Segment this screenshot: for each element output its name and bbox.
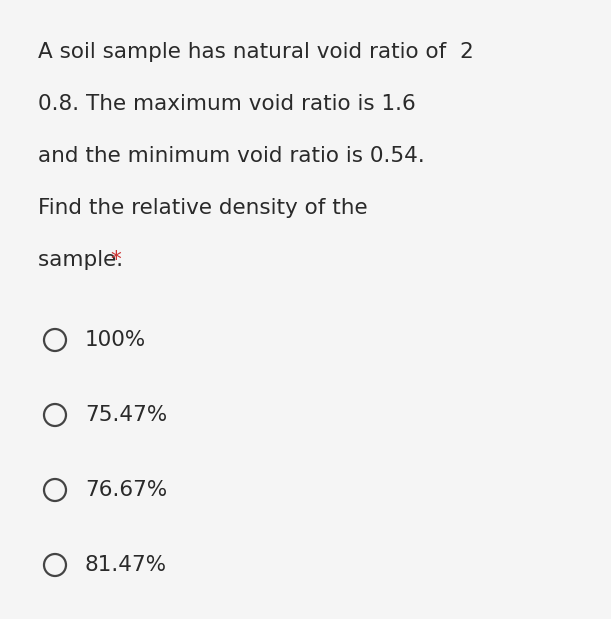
Circle shape [44, 479, 66, 501]
Circle shape [44, 329, 66, 351]
Text: 100%: 100% [85, 330, 146, 350]
Circle shape [44, 554, 66, 576]
Text: 76.67%: 76.67% [85, 480, 167, 500]
Text: sample.: sample. [38, 250, 130, 270]
Text: 0.8. The maximum void ratio is 1.6: 0.8. The maximum void ratio is 1.6 [38, 94, 415, 114]
Text: 81.47%: 81.47% [85, 555, 167, 575]
Text: Find the relative density of the: Find the relative density of the [38, 198, 368, 218]
Text: *: * [110, 250, 121, 270]
Text: and the minimum void ratio is 0.54.: and the minimum void ratio is 0.54. [38, 146, 425, 166]
Circle shape [44, 404, 66, 426]
Text: A soil sample has natural void ratio of  2: A soil sample has natural void ratio of … [38, 42, 474, 62]
Text: 75.47%: 75.47% [85, 405, 167, 425]
